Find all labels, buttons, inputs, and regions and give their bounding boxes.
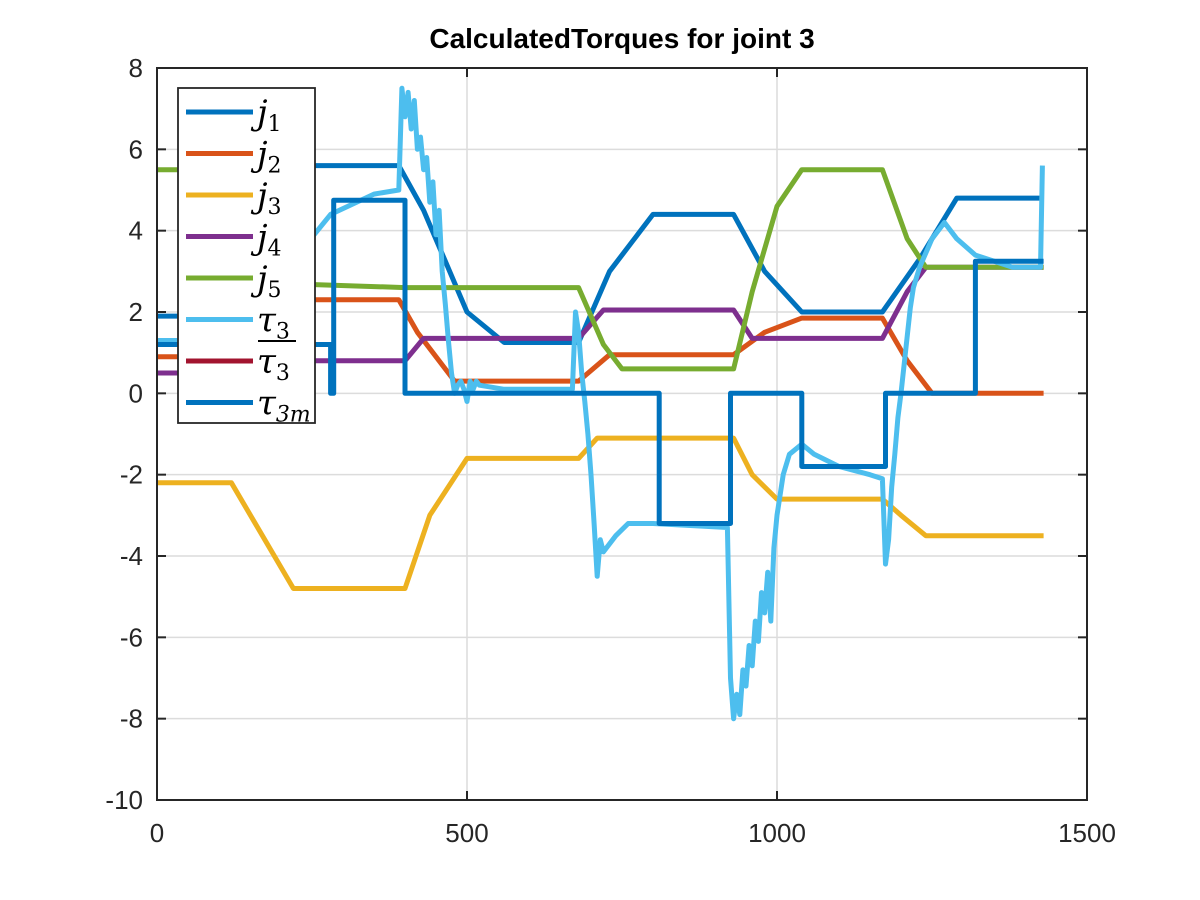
series-group: [157, 85, 1045, 722]
series-line-tau3m: [157, 197, 1044, 526]
x-tick-label: 1500: [1058, 818, 1116, 848]
x-tick-label: 1000: [748, 818, 806, 848]
y-tick-label: 4: [129, 216, 143, 246]
series-line-j1: [157, 163, 1044, 345]
legend-box: [177, 87, 316, 424]
legend-label: τ3: [257, 342, 290, 386]
legend-label: τ3m: [257, 384, 311, 428]
legend-label-sub: 3m: [276, 403, 311, 428]
x-tick-label: 500: [445, 818, 488, 848]
legend-label-sub: 4: [268, 237, 282, 262]
tick-marks: [156, 67, 1088, 801]
legend-label-sub: 2: [268, 154, 282, 179]
legend-label-sub: 3: [276, 320, 290, 345]
y-tick-label: -10: [105, 785, 143, 815]
series-line-tau3: [157, 85, 1045, 722]
legend-label-sub: 3: [268, 195, 282, 220]
series-line-j3: [157, 435, 1044, 591]
legend-label-main: τ: [257, 384, 277, 424]
y-tick-label: 8: [129, 53, 143, 83]
legend-item: τ3: [186, 340, 296, 386]
y-tick-label: -2: [120, 460, 143, 490]
y-tick-label: -4: [120, 541, 143, 571]
y-tick-label: -6: [120, 622, 143, 652]
axes-box: [156, 67, 1088, 801]
legend-label-main: τ: [257, 301, 277, 341]
x-tick-label: 0: [150, 818, 164, 848]
y-tick-label: 0: [129, 378, 143, 408]
y-tick-label: 6: [129, 134, 143, 164]
y-tick-label: 2: [129, 297, 143, 327]
legend-item: τ3m: [186, 384, 311, 428]
chart-title: CalculatedTorques for joint 3: [429, 23, 814, 54]
legend-label-sub: 5: [268, 278, 282, 303]
legend-label-sub: 1: [268, 112, 282, 137]
y-tick-label: -8: [120, 704, 143, 734]
legend-label-main: τ: [257, 342, 277, 382]
series-line-j5: [157, 167, 1044, 372]
legend-item: τ3: [186, 301, 290, 345]
legend-label-sub: 3: [276, 361, 290, 386]
legend-label: τ3: [257, 301, 290, 345]
x-tick-labels: 0 500 1000 1500: [150, 818, 1116, 848]
y-tick-labels: -10 -8 -6 -4 -2 0 2 4 6 8: [105, 53, 143, 815]
